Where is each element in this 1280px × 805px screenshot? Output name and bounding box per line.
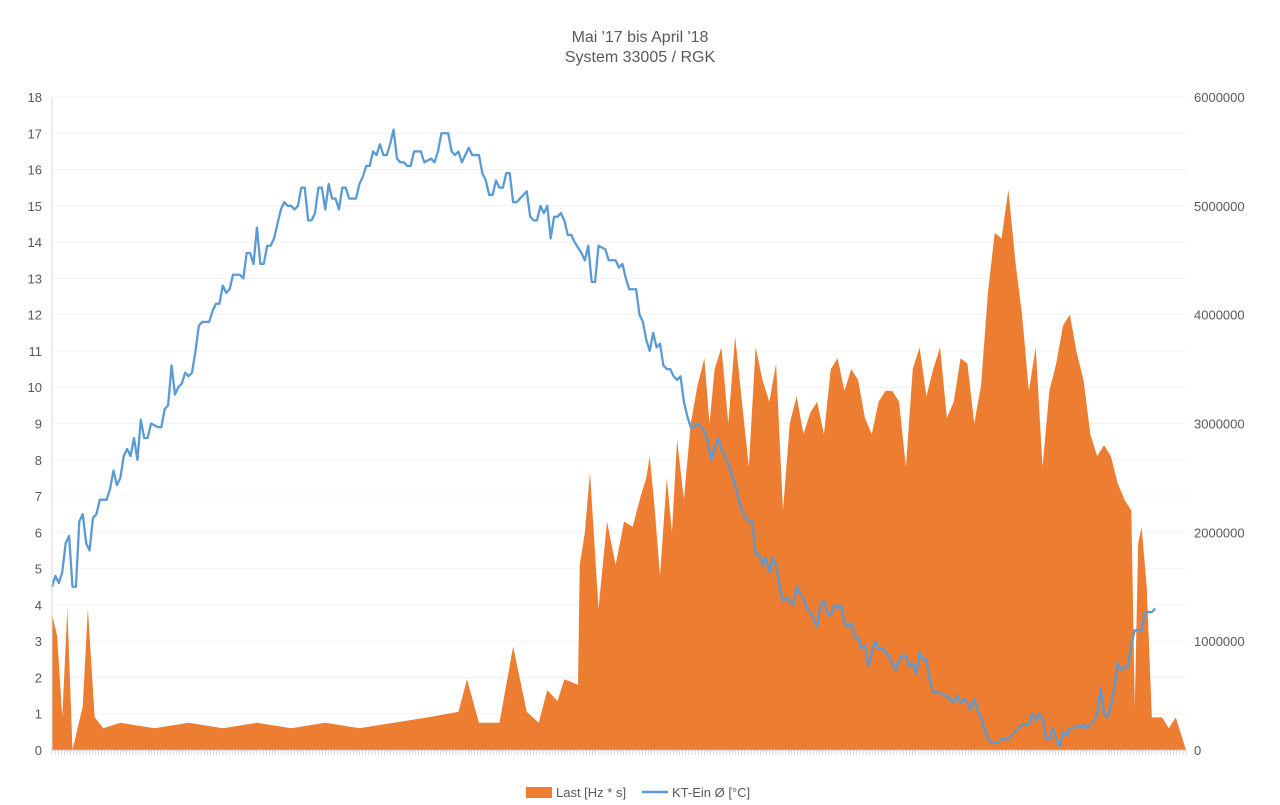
x-axis-ticks (51, 750, 1187, 755)
y-left-tick-label: 9 (35, 417, 42, 432)
series-area-last (52, 189, 1186, 750)
y-left-tick-label: 14 (28, 235, 42, 250)
y-left-tick-label: 5 (35, 562, 42, 577)
y-left-tick-label: 0 (35, 743, 42, 758)
y-left-tick-label: 2 (35, 670, 42, 685)
legend-label-last: Last [Hz * s] (556, 785, 626, 800)
y-left-tick-label: 11 (29, 344, 43, 359)
y-left-tick-label: 1 (35, 707, 42, 722)
legend-label-kt-ein: KT-Ein Ø [°C] (672, 785, 750, 800)
y-right-tick-label: 1000000 (1194, 634, 1245, 649)
y-left-tick-label: 17 (28, 126, 42, 141)
line-layer (50, 128, 1157, 748)
y-right-tick-label: 4000000 (1194, 308, 1245, 323)
y-left-tick-label: 6 (35, 525, 42, 540)
y-left-tick-label: 10 (28, 380, 42, 395)
y-right-tick-label: 6000000 (1194, 90, 1245, 105)
y-left-tick-label: 18 (28, 90, 42, 105)
chart-title-line-1: Mai '17 bis April '18 (572, 29, 709, 46)
y-right-tick-label: 2000000 (1194, 525, 1245, 540)
legend: Last [Hz * s] KT-Ein Ø [°C] (526, 785, 750, 800)
y-left-tick-label: 3 (35, 634, 42, 649)
legend-swatch-last (526, 787, 552, 798)
x-axis (51, 749, 1187, 755)
y-left-tick-label: 16 (28, 163, 42, 178)
series-line-kt-ein (50, 128, 1157, 748)
y-left-tick-label: 4 (35, 598, 42, 613)
y-left-tick-label: 8 (35, 453, 42, 468)
y-left-tick-label: 7 (35, 489, 42, 504)
y-right-tick-label: 0 (1194, 743, 1201, 758)
y-right-tick-label: 3000000 (1194, 417, 1245, 432)
y-left-tick-label: 15 (28, 199, 42, 214)
y-right-tick-label: 5000000 (1194, 199, 1245, 214)
y-axis-right: 0 1000000 2000000 3000000 4000000 5000000 6000… (1194, 90, 1245, 758)
plot-area (52, 189, 1186, 750)
chart-title-line-2: System 33005 / RGK (565, 49, 716, 66)
y-left-tick-label: 13 (28, 271, 42, 286)
y-left-tick-label: 12 (28, 308, 42, 323)
